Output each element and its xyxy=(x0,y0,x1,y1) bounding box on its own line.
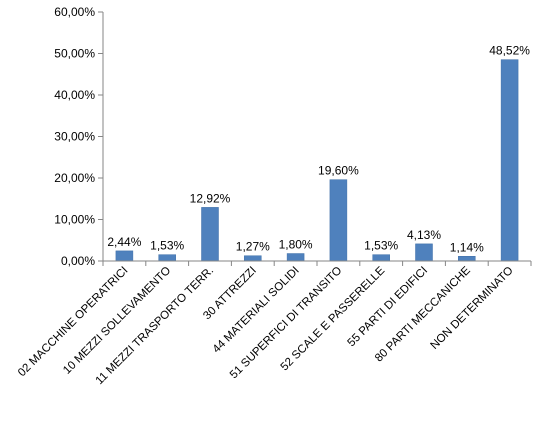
bar xyxy=(415,243,433,262)
bar xyxy=(500,59,519,262)
bar xyxy=(286,253,305,262)
y-axis: 0,00% 10,00% 20,00% 30,00% 40,00% 50,00% 60,00… xyxy=(54,5,104,268)
bar xyxy=(115,250,134,262)
y-tick-label: 50,00% xyxy=(54,47,95,61)
bar xyxy=(158,254,176,262)
data-label: 1,14% xyxy=(450,240,484,254)
bar xyxy=(244,255,262,262)
data-labels: 2,44% 1,53% 12,92% 1,27% 1,80% 19,60% 1,53% 4,1… xyxy=(107,44,530,255)
y-tick-label: 40,00% xyxy=(54,88,95,102)
data-label: 48,52% xyxy=(489,44,530,58)
y-tick-label: 60,00% xyxy=(54,5,95,19)
data-label: 1,27% xyxy=(236,240,270,254)
bars xyxy=(115,59,519,262)
data-label: 2,44% xyxy=(107,235,141,249)
bar xyxy=(329,179,348,262)
data-label: 19,60% xyxy=(318,164,359,178)
y-tick-label: 0,00% xyxy=(61,254,95,268)
y-tick-label: 10,00% xyxy=(54,213,95,227)
bar xyxy=(458,256,476,262)
data-label: 12,92% xyxy=(190,191,231,205)
data-label: 1,80% xyxy=(279,238,313,252)
data-label: 1,53% xyxy=(364,239,398,253)
data-label: 4,13% xyxy=(407,228,441,242)
data-label: 1,53% xyxy=(150,239,184,253)
bar xyxy=(372,254,390,262)
category-label: NON DETERMINATO xyxy=(428,265,515,352)
y-tick-label: 30,00% xyxy=(54,130,95,144)
bar xyxy=(201,207,219,262)
y-tick-label: 20,00% xyxy=(54,171,95,185)
category-label: 44 MATERIALI SOLIDI xyxy=(211,265,302,356)
category-label: 55 PARTI DI EDIFICI xyxy=(346,265,431,350)
